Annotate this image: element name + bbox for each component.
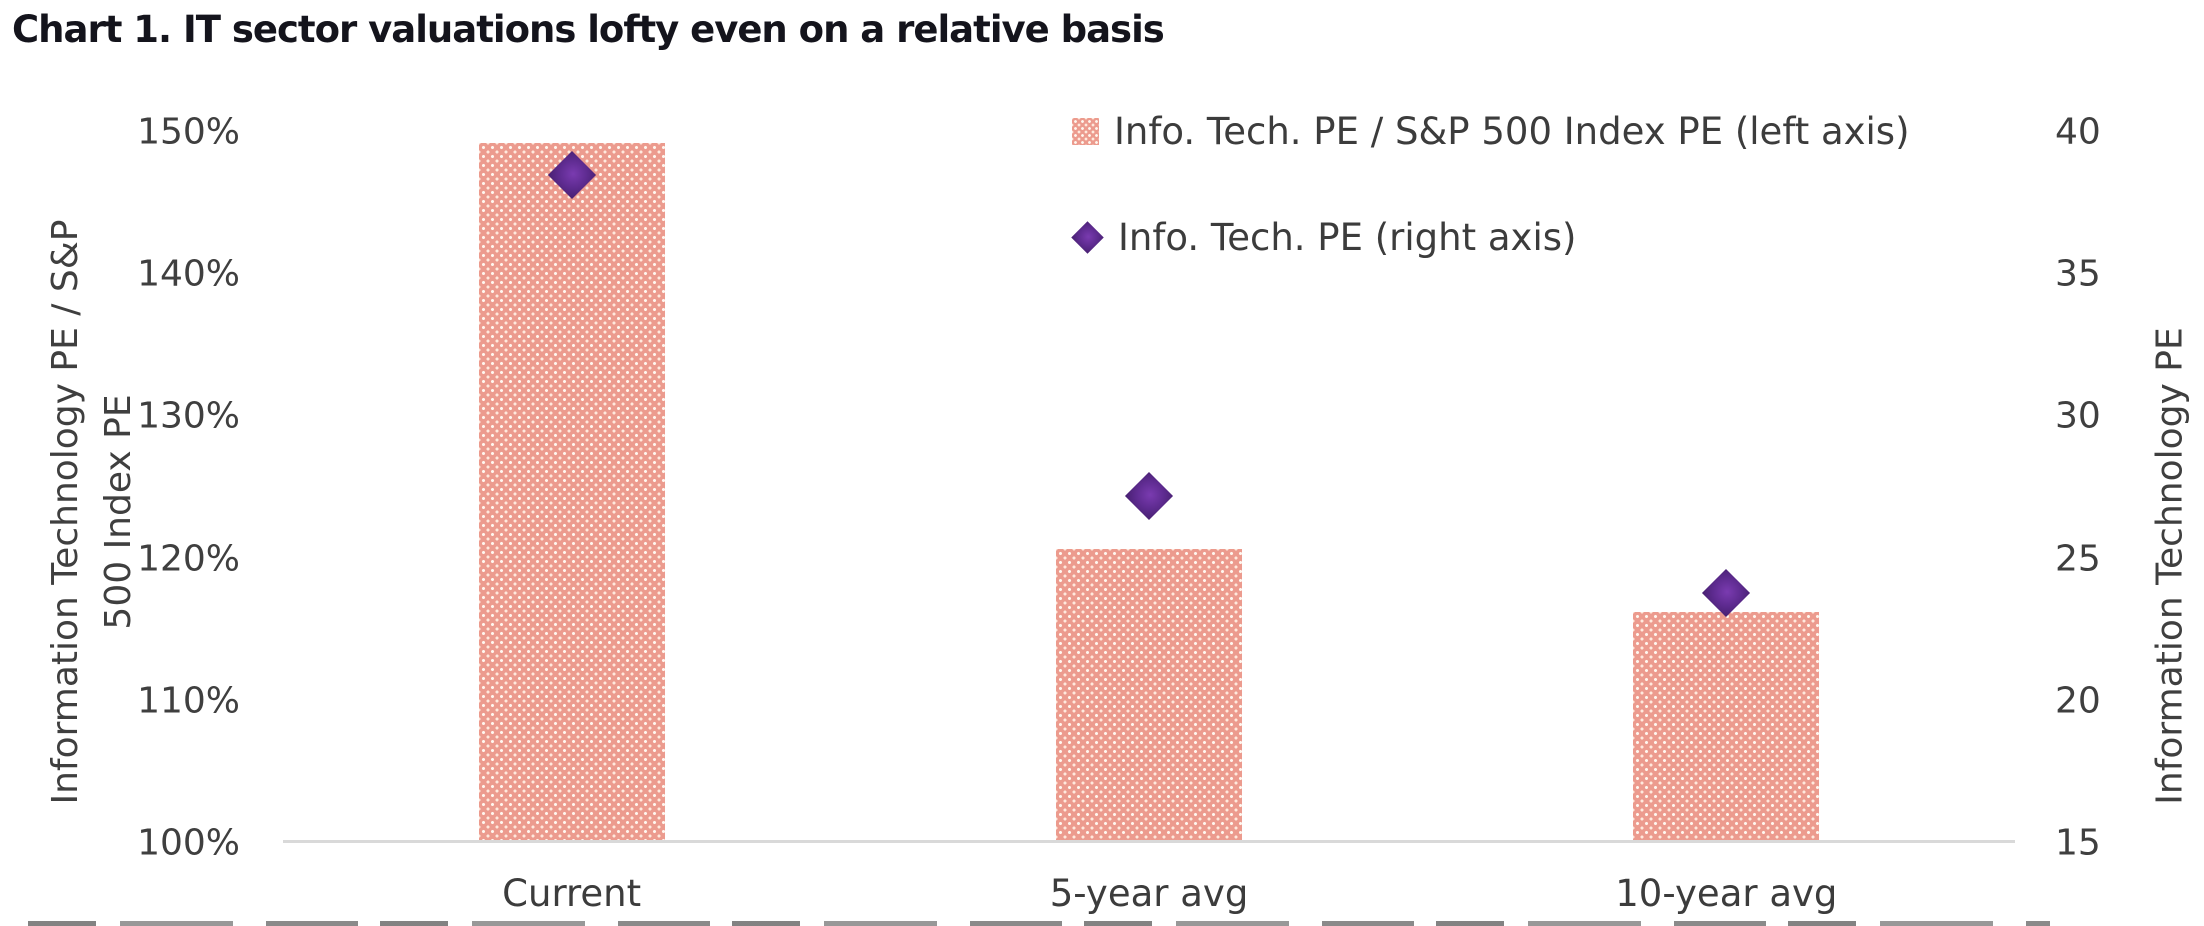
bar-5-year-avg: [1056, 548, 1242, 840]
right-axis-ticks: 40 35 30 25 20 15: [2055, 112, 2195, 864]
chart-title: Chart 1. IT sector valuations lofty even…: [12, 8, 1165, 51]
left-axis-tick: 140%: [137, 253, 240, 295]
legend-label: Info. Tech. PE (right axis): [1118, 215, 1577, 259]
right-axis-tick: 40: [2055, 111, 2101, 153]
bar-current: [478, 143, 665, 840]
legend-label: Info. Tech. PE / S&P 500 Index PE (left …: [1114, 109, 1910, 153]
bar-10-year-avg: [1633, 612, 1820, 840]
left-axis-tick: 130%: [137, 395, 240, 437]
left-axis-tick: 150%: [137, 111, 240, 153]
plot-area: [283, 132, 2015, 843]
x-axis-label-current: Current: [502, 872, 642, 915]
diamond-marker-5-year-avg: [1124, 471, 1174, 521]
left-axis-tick: 120%: [137, 538, 240, 580]
cropped-text-artifact: [28, 921, 2050, 926]
left-axis-title-line1: Information Technology PE / S&P: [45, 219, 86, 805]
left-axis-tick: 100%: [137, 822, 240, 864]
right-axis-tick: 20: [2055, 680, 2101, 722]
left-axis-ticks: 150% 140% 130% 120% 110% 100%: [100, 112, 240, 864]
legend: Info. Tech. PE / S&P 500 Index PE (left …: [1071, 106, 1910, 262]
right-axis-tick: 25: [2055, 538, 2101, 580]
x-axis-label-10-year-avg: 10-year avg: [1615, 872, 1838, 915]
right-axis-tick: 35: [2055, 253, 2101, 295]
left-axis-tick: 110%: [137, 680, 240, 722]
legend-item: Info. Tech. PE (right axis): [1071, 212, 1910, 262]
x-axis-labels: Current 5-year avg 10-year avg: [283, 872, 2015, 920]
patterned-square-icon: [1072, 117, 1099, 145]
diamond-marker-10-year-avg: [1702, 568, 1751, 617]
legend-item: Info. Tech. PE / S&P 500 Index PE (left …: [1072, 106, 1910, 156]
right-axis-tick: 15: [2055, 822, 2101, 864]
right-axis-tick: 30: [2055, 395, 2101, 437]
x-axis-label-5-year-avg: 5-year avg: [1049, 872, 1249, 915]
